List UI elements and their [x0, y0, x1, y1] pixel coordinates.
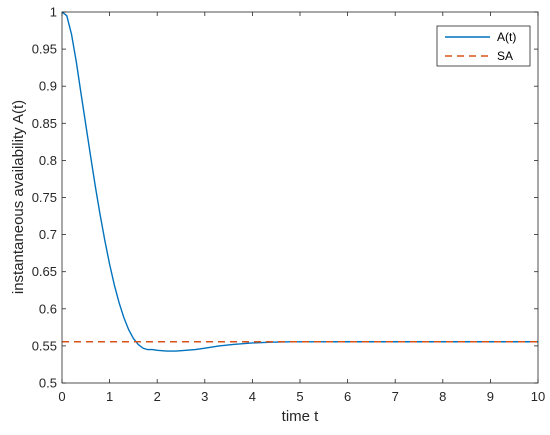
x-axis-ticks: 0 1 2 3 4 5 6 7 8 9 10	[58, 12, 545, 404]
y-tick-label: 0.75	[32, 190, 57, 205]
y-axis-title: instantaneous availability A(t)	[10, 100, 27, 294]
legend-label-a-t: A(t)	[497, 30, 516, 44]
y-tick-label: 0.8	[39, 153, 57, 168]
y-tick-label: 0.7	[39, 227, 57, 242]
y-tick-label: 0.65	[32, 264, 57, 279]
x-tick-label: 0	[58, 389, 65, 404]
legend-box	[436, 25, 531, 67]
x-tick-label: 5	[296, 389, 303, 404]
x-tick-label: 6	[344, 389, 351, 404]
y-axis-ticks: 0.5 0.55 0.6 0.65 0.7 0.75 0.8 0.85 0.9 0.95 1	[32, 5, 538, 391]
y-tick-label: 0.85	[32, 116, 57, 131]
x-axis-title: time t	[282, 408, 320, 425]
x-tick-label: 8	[439, 389, 446, 404]
y-tick-label: 0.95	[32, 42, 57, 57]
y-tick-label: 0.5	[39, 376, 57, 391]
y-tick-label: 0.55	[32, 338, 57, 353]
plot-area	[62, 12, 538, 383]
x-tick-label: 1	[106, 389, 113, 404]
x-tick-label: 9	[487, 389, 494, 404]
y-tick-label: 0.6	[39, 301, 57, 316]
x-tick-label: 10	[531, 389, 545, 404]
x-tick-label: 2	[154, 389, 161, 404]
legend: A(t) SA	[436, 25, 531, 67]
x-tick-label: 4	[249, 389, 256, 404]
series-layer	[61, 11, 538, 352]
y-tick-label: 0.9	[39, 79, 57, 94]
x-tick-label: 3	[201, 389, 208, 404]
y-tick-label: 1	[50, 5, 57, 20]
legend-label-sa: SA	[497, 49, 513, 63]
x-tick-label: 7	[392, 389, 399, 404]
